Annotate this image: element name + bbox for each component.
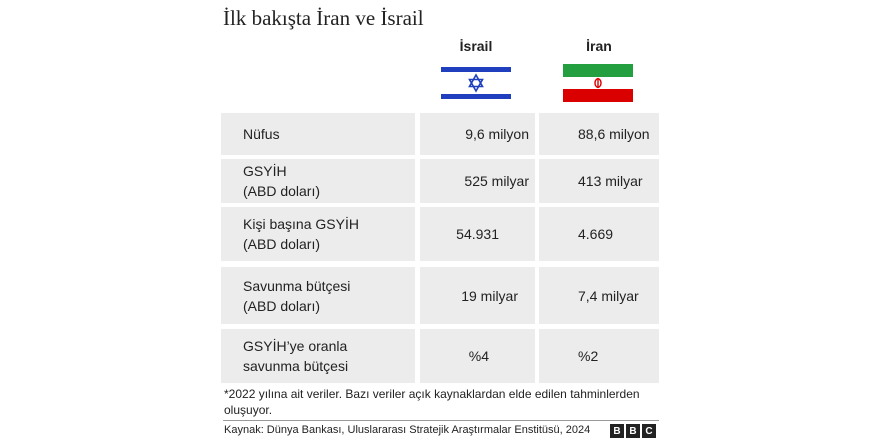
footnote: *2022 yılına ait veriler. Bazı veriler a… [224,387,640,417]
iran-defense-share-value: %2 [539,329,659,383]
bbc-logo-letter: B [626,424,640,438]
row-label-line2: (ABD doları) [243,297,321,314]
bbc-logo-letter: B [610,424,624,438]
israel-population-value: 9,6 milyon [420,113,535,155]
row-label-line1: GSYİH’ye oranla [243,338,348,354]
iran-defense-budget-value: 7,4 milyar [539,267,659,324]
row-label-population: Nüfus [221,113,415,155]
source-text: Kaynak: Dünya Bankası, Uluslararası Stra… [224,424,591,436]
row-label-line1: GSYİH [243,163,287,179]
row-label-line2: savunma bütçesi [243,358,349,374]
iran-population-value: 88,6 milyon [539,113,659,155]
row-label-line2: (ABD doları) [243,236,321,252]
israel-flag-icon [441,64,511,102]
row-label-line1: Kişi başına GSYİH [243,216,359,232]
iran-flag-icon [563,64,633,102]
israel-gdp-value: 525 milyar [420,159,535,203]
page-title: İlk bakışta İran ve İsrail [223,6,424,30]
row-label-gdp-per-capita: Kişi başına GSYİH (ABD doları) [221,207,415,261]
israel-defense-share-value: %4 [420,329,535,383]
row-label-defense-share: GSYİH’ye oranla savunma bütçesi [221,329,415,383]
column-header-israel: İsrail [459,38,493,54]
israel-gdp-per-capita-value: 54.931 [420,207,535,261]
iran-gdp-per-capita-value: 4.669 [539,207,659,261]
row-label-gdp: GSYİH (ABD doları) [221,159,415,203]
israel-defense-budget-value: 19 milyar [420,267,535,324]
column-header-iran: İran [586,38,612,54]
row-label-defense-budget: Savunma bütçesi (ABD doları) [221,267,415,324]
divider [223,420,659,421]
row-label-line2: (ABD doları) [243,183,321,199]
row-label-line1: Savunma bütçesi [243,277,351,294]
row-label-line1: Nüfus [243,126,280,142]
bbc-logo-letter: C [642,424,656,438]
bbc-logo: B B C [610,424,656,438]
iran-gdp-value: 413 milyar [539,159,659,203]
